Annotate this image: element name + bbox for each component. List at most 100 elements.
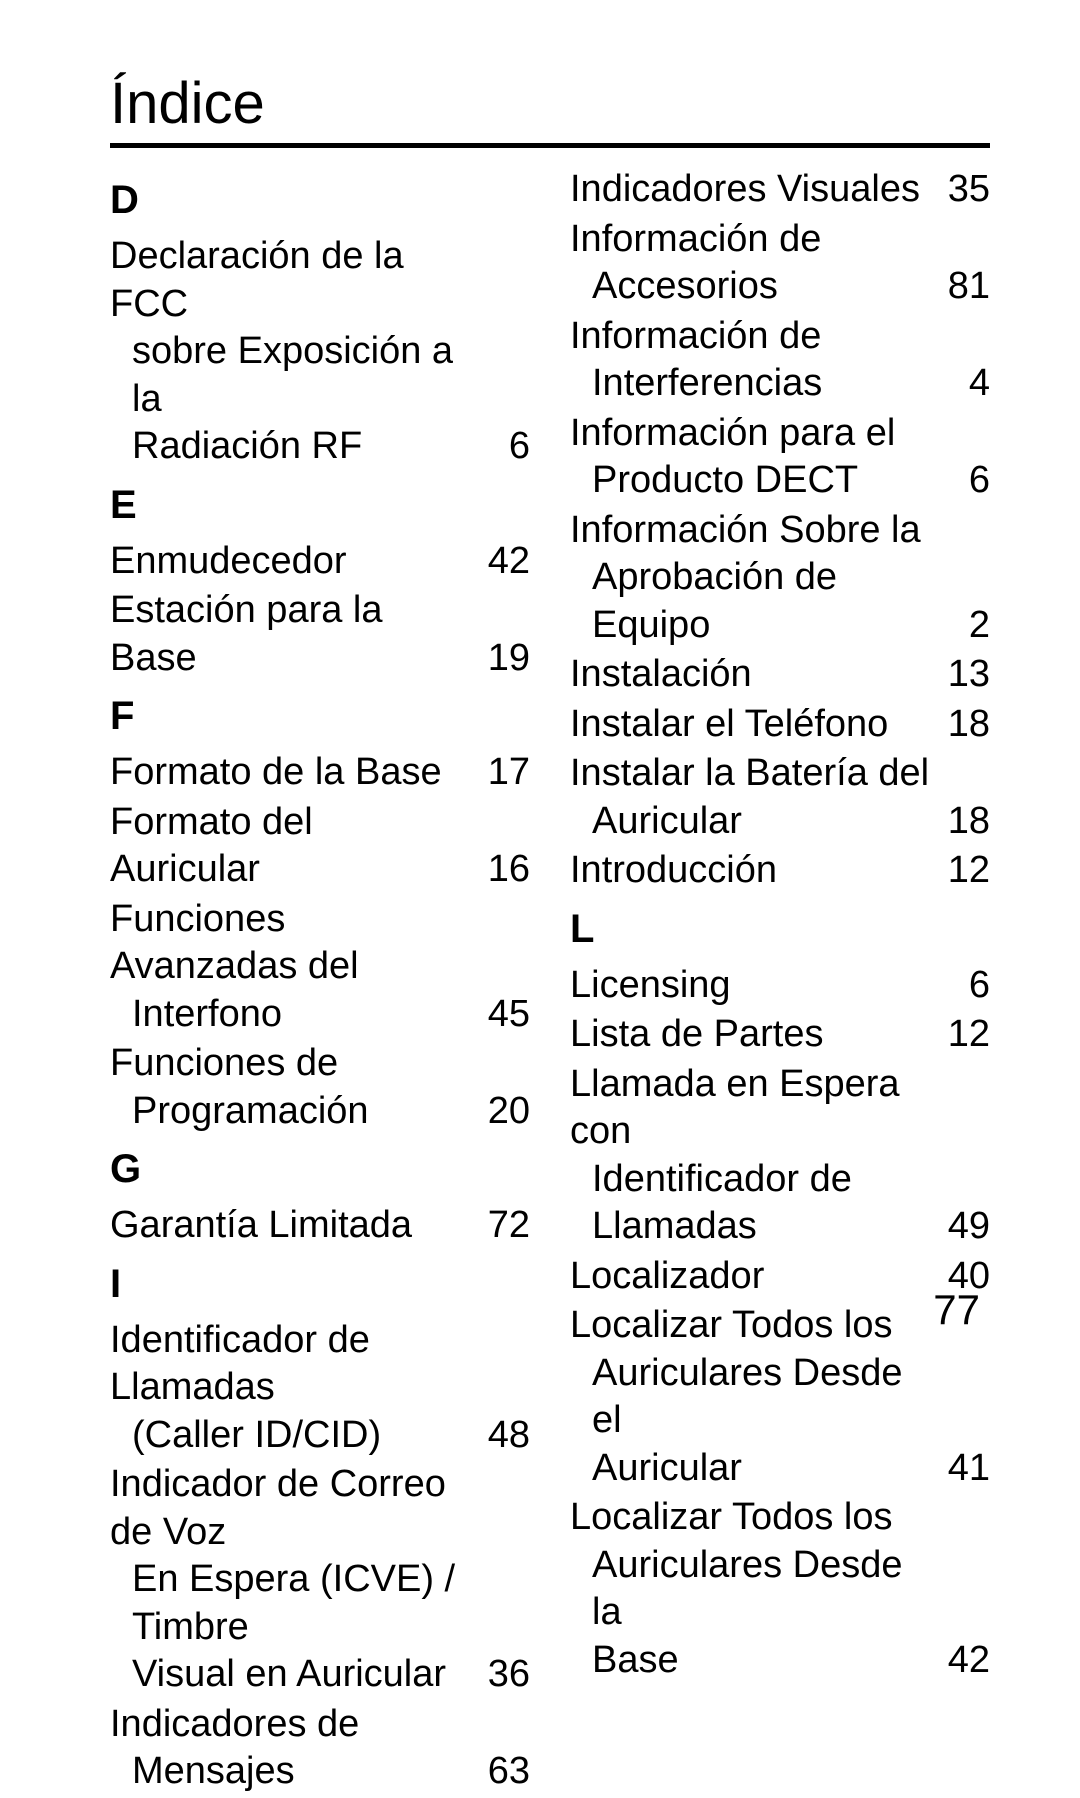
index-entry-page: 16 [470, 846, 530, 894]
index-entry-label: Llamada en Espera conIdentificador deLla… [570, 1061, 930, 1251]
index-entry-line: Lista de Partes [570, 1013, 823, 1055]
index-entry-line: Mensajes [110, 1748, 470, 1796]
index-entry-label: Funciones deProgramación [110, 1040, 470, 1135]
index-entry-line: Garantía Limitada [110, 1204, 412, 1246]
index-entry: Indicadores deMensajes63 [110, 1701, 530, 1796]
index-entry: Funciones deProgramación20 [110, 1040, 530, 1135]
index-entry: Formato del Auricular 16 [110, 799, 530, 894]
index-entry-label: Lista de Partes [570, 1011, 930, 1059]
index-entry: Licensing6 [570, 962, 990, 1010]
index-entry: Introducción12 [570, 847, 990, 895]
index-entry-line: (Caller ID/CID) [110, 1412, 470, 1460]
index-entry-page: 41 [930, 1445, 990, 1493]
index-entry-label: Instalar el Teléfono [570, 701, 930, 749]
index-entry: Información Sobre laAprobación de Equipo… [570, 507, 990, 650]
index-entry-label: Indicadores Visuales [570, 166, 930, 214]
index-entry-line: Formato de la Base [110, 751, 442, 793]
index-entry-page: 13 [930, 651, 990, 699]
index-entry-label: Declaración de la FCCsobre Exposición a … [110, 233, 470, 471]
index-entry-line: sobre Exposición a la [110, 328, 470, 423]
section-letter: G [110, 1147, 530, 1192]
section-letter: I [110, 1262, 530, 1307]
index-entry: Localizador40 [570, 1253, 990, 1301]
index-entry-line: Identificador de [570, 1156, 930, 1204]
index-entry-page: 81 [930, 263, 990, 311]
index-entry-label: Indicador de Correo de VozEn Espera (ICV… [110, 1461, 470, 1699]
index-entry-line: Instalación [570, 653, 752, 695]
index-entry-line: Información de [570, 218, 821, 260]
index-entry: Indicador de Correo de VozEn Espera (ICV… [110, 1461, 530, 1699]
index-entry-line: Indicador de Correo de Voz [110, 1463, 446, 1553]
page-number: 77 [933, 1286, 980, 1334]
index-entry-page: 4 [930, 360, 990, 408]
index-entry-line: Información Sobre la [570, 509, 921, 551]
index-entry-line: Programación [110, 1088, 470, 1136]
index-entry-label: Información deInterferencias [570, 313, 930, 408]
index-entry-line: Introducción [570, 849, 777, 891]
index-entry-line: Auriculares Desde el [570, 1350, 930, 1445]
index-entry-line: Enmudecedor [110, 540, 347, 582]
index-entry: Garantía Limitada72 [110, 1202, 530, 1250]
index-entry: Llamada en Espera conIdentificador deLla… [570, 1061, 990, 1251]
column-left: DDeclaración de la FCCsobre Exposición a… [110, 166, 530, 1798]
index-entry-label: Instalar la Batería delAuricular [570, 750, 930, 845]
index-entry-page: 35 [930, 166, 990, 214]
index-entry-line: Interfono [110, 991, 470, 1039]
index-entry: Formato de la Base17 [110, 749, 530, 797]
index-entry: Enmudecedor 42 [110, 538, 530, 586]
index-entry: Información deAccesorios81 [570, 216, 990, 311]
index-entry-label: Introducción [570, 847, 930, 895]
index-entry-label: Identificador de Llamadas(Caller ID/CID) [110, 1317, 470, 1460]
index-entry-page: 12 [930, 1011, 990, 1059]
index-entry-label: Garantía Limitada [110, 1202, 470, 1250]
section-letter: F [110, 694, 530, 739]
index-entry: Instalación 13 [570, 651, 990, 699]
index-entry-label: Localizador [570, 1253, 930, 1301]
index-entry-line: Auriculares Desde la [570, 1542, 930, 1637]
index-entry-line: Auricular [570, 1445, 930, 1493]
index-entry-page: 45 [470, 991, 530, 1039]
index-entry-line: Localizar Todos los [570, 1304, 892, 1346]
index-entry-line: Identificador de Llamadas [110, 1319, 370, 1409]
index-entry-line: Interferencias [570, 360, 930, 408]
index-entry-label: Información para elProducto DECT [570, 410, 930, 505]
index-entry-page: 6 [930, 962, 990, 1010]
index-entry-label: Formato de la Base [110, 749, 470, 797]
index-entry: Instalar el Teléfono18 [570, 701, 990, 749]
section-letter: L [570, 907, 990, 952]
index-entry-label: Información deAccesorios [570, 216, 930, 311]
index-entry-line: Aprobación de Equipo [570, 554, 930, 649]
section-letter: E [110, 483, 530, 528]
index-entry-line: Indicadores Visuales [570, 168, 920, 210]
index-entry-page: 42 [470, 538, 530, 586]
index-entry-line: Estación para la Base [110, 589, 383, 679]
index-entry: Indicadores Visuales35 [570, 166, 990, 214]
index-entry: Localizar Todos losAuriculares Desde laB… [570, 1494, 990, 1684]
index-entry-label: Localizar Todos losAuriculares Desde laB… [570, 1494, 930, 1684]
index-entry-page: 49 [930, 1203, 990, 1251]
index-entry-line: Información de [570, 315, 821, 357]
index-entry: Información para elProducto DECT6 [570, 410, 990, 505]
index-entry: Instalar la Batería delAuricular18 [570, 750, 990, 845]
index-entry-line: Indicadores de [110, 1703, 359, 1745]
index-entry-page: 18 [930, 701, 990, 749]
index-entry: Lista de Partes 12 [570, 1011, 990, 1059]
index-entry-line: Accesorios [570, 263, 930, 311]
index-entry-line: En Espera (ICVE) / Timbre [110, 1556, 470, 1651]
index-entry: Información deInterferencias4 [570, 313, 990, 408]
index-entry-line: Visual en Auricular [110, 1651, 470, 1699]
index-entry-line: Funciones de [110, 1042, 338, 1084]
index-entry-label: Localizar Todos losAuriculares Desde elA… [570, 1302, 930, 1492]
index-entry-page: 18 [930, 798, 990, 846]
index-entry-line: Instalar la Batería del [570, 752, 929, 794]
index-entry-page: 19 [470, 635, 530, 683]
column-right: Indicadores Visuales35Información deAcce… [570, 166, 990, 1798]
index-entry: Localizar Todos losAuriculares Desde elA… [570, 1302, 990, 1492]
index-entry-label: Información Sobre laAprobación de Equipo [570, 507, 930, 650]
index-entry-line: Formato del Auricular [110, 801, 313, 891]
index-entry-line: Producto DECT [570, 457, 930, 505]
index-entry-label: Instalación [570, 651, 930, 699]
index-entry-label: Indicadores deMensajes [110, 1701, 470, 1796]
index-columns: DDeclaración de la FCCsobre Exposición a… [110, 166, 990, 1798]
index-entry: Identificador de Llamadas(Caller ID/CID)… [110, 1317, 530, 1460]
